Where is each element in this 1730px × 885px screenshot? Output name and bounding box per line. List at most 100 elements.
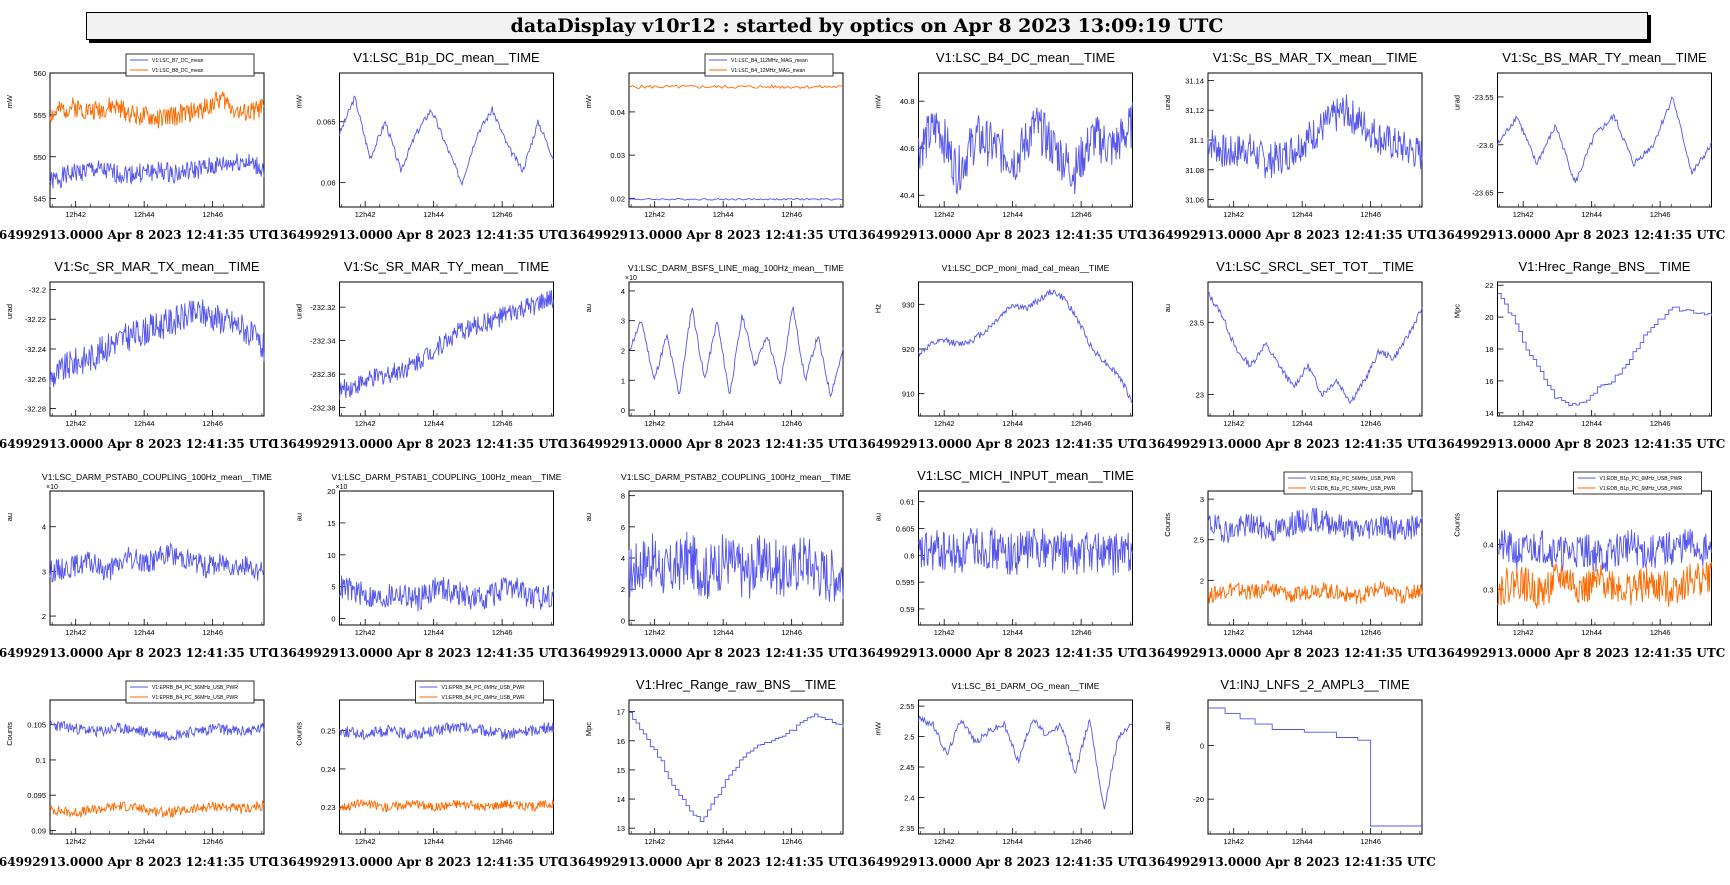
y-axis-label: urad [5,304,14,319]
y-tick-label: 0.03 [610,151,625,160]
series-line-1 [628,197,844,201]
series-line-2 [339,798,554,813]
series-line-1 [628,531,844,602]
x-tick-label: 12h44 [423,419,444,428]
timestamp-footer: 1364992913.0000 Apr 8 2023 12:41:35 UTC [1430,646,1726,660]
x-tick-label: 12h44 [713,419,734,428]
y-axis-label: Mpc [1453,304,1462,318]
x-tick-label: 12h46 [1360,837,1381,846]
legend-box [125,680,255,704]
x-tick-label: 12h42 [65,419,86,428]
y-tick-label: 13 [617,824,625,833]
x-tick-label: 12h44 [423,837,444,846]
y-tick-label: 560 [33,69,46,78]
legend-label: V1:EPRB_B4_PC_6MHz_USB_PWR [442,685,525,691]
plot-frame [918,281,1133,417]
plot-frame [49,72,265,208]
y-tick-label: 930 [902,300,915,309]
y-tick-label: 6 [621,523,625,532]
x-tick-label: 12h44 [1581,628,1602,637]
plot-frame [918,699,1133,835]
series-line-1 [1207,507,1423,544]
chart-panel-10: V1:LSC_DCP_moni_mad_cal_mean__TIME Hz 910 9… [851,263,1147,451]
y-axis-label: urad [1163,95,1172,110]
series-line-1 [1497,96,1712,183]
y-tick-label: -32.26 [25,375,46,384]
x-tick-label: 12h42 [934,210,955,219]
x-tick-label: 12h42 [1223,837,1244,846]
x-tick-label: 12h44 [134,419,155,428]
y-tick-label: -32.24 [25,345,46,354]
y-axis-label: Mpc [584,722,593,736]
series-line-1 [918,527,1133,576]
y-axis-label: Counts [1163,513,1172,537]
x-tick-label: 12h44 [713,837,734,846]
timestamp-footer: 1364992913.0000 Apr 8 2023 12:41:35 UTC [851,646,1147,660]
y-tick-label: 3 [1200,495,1204,504]
x-tick-label: 12h46 [1360,628,1381,637]
chart-title: V1:LSC_DARM_PSTAB2_COUPLING_100Hz_mean__… [621,472,851,482]
x-tick-label: 12h42 [1513,210,1534,219]
y-tick-label: 0.59 [900,605,915,614]
x-tick-label: 12h46 [1360,210,1381,219]
legend-label: V1:EDB_B1p_PC_6MHz_USB_PWR [1600,486,1683,492]
y-tick-label: 40.4 [900,191,915,200]
chart-title: V1:Sc_SR_MAR_TY_mean__TIME [344,259,550,274]
plot-frame [339,281,554,417]
timestamp-footer: 1364992913.0000 Apr 8 2023 12:41:35 UTC [1140,646,1436,660]
y-tick-label: 17 [617,708,625,717]
plot-frame [49,490,265,626]
series-line-1 [339,721,554,741]
y-tick-label: -232.38 [310,404,335,413]
y-axis-label: urad [295,304,304,319]
y-axis-label: mW [874,721,883,735]
series-line-2 [628,84,844,90]
x-tick-label: 12h44 [1002,628,1023,637]
y-axis-label: Counts [5,722,14,746]
chart-panel-20: V1:EPRB_B4_PC_6MHz_USB_PWR V1:EPRB_B4_PC_… [272,680,567,869]
y-axis-label: au [584,513,593,521]
chart-title: V1:Sc_SR_MAR_TX_mean__TIME [54,259,260,274]
x-tick-label: 12h42 [644,628,665,637]
timestamp-footer: 1364992913.0000 Apr 8 2023 12:41:35 UTC [561,437,857,451]
x-tick-label: 12h44 [134,210,155,219]
x-tick-label: 12h44 [1292,628,1313,637]
y-axis-label: au [1163,722,1172,730]
y-axis-label: Counts [1453,513,1462,537]
legend-box [1283,471,1413,495]
y-axis-label: Counts [295,722,304,746]
x-tick-label: 12h42 [65,628,86,637]
legend-box [125,53,255,77]
legend-label: V1:EPRB_B4_PC_6MHz_USB_PWR [442,695,525,701]
y-axis-label: mW [584,94,593,108]
y-axis-label: mW [874,94,883,108]
y-tick-label: -23.65 [1472,189,1493,198]
y-tick-label: 3 [621,317,625,326]
display-title-bar: dataDisplay v10r12 : started by optics o… [86,12,1648,40]
x-tick-label: 12h42 [1513,419,1534,428]
y-tick-label: 0.04 [610,108,625,117]
x-tick-label: 12h42 [1513,628,1534,637]
x-tick-label: 12h44 [134,837,155,846]
y-tick-label: -232.32 [310,303,335,312]
y-axis-label: mW [5,94,14,108]
x-tick-label: 12h46 [1650,210,1671,219]
series-line-2 [49,799,265,819]
series-line-1 [918,102,1133,196]
y-tick-label: 31.12 [1185,106,1204,115]
x-tick-label: 12h42 [355,210,376,219]
y-tick-label: 31.1 [1189,136,1204,145]
y-tick-label: 0.06 [321,179,336,188]
chart-panel-19: V1:EPRB_B4_PC_56MHz_USB_PWR V1:EPRB_B4_PC… [0,680,278,869]
y-tick-label: 0.25 [321,727,336,736]
y-tick-label: 16 [1485,377,1493,386]
y-tick-label: 0.105 [27,721,46,730]
plot-frame [1207,281,1423,417]
timestamp-footer: 1364992913.0000 Apr 8 2023 12:41:35 UTC [0,855,278,869]
chart-panel-9: V1:LSC_DARM_BSFS_LINE_mag_100Hz_mean__TI… [561,263,857,451]
